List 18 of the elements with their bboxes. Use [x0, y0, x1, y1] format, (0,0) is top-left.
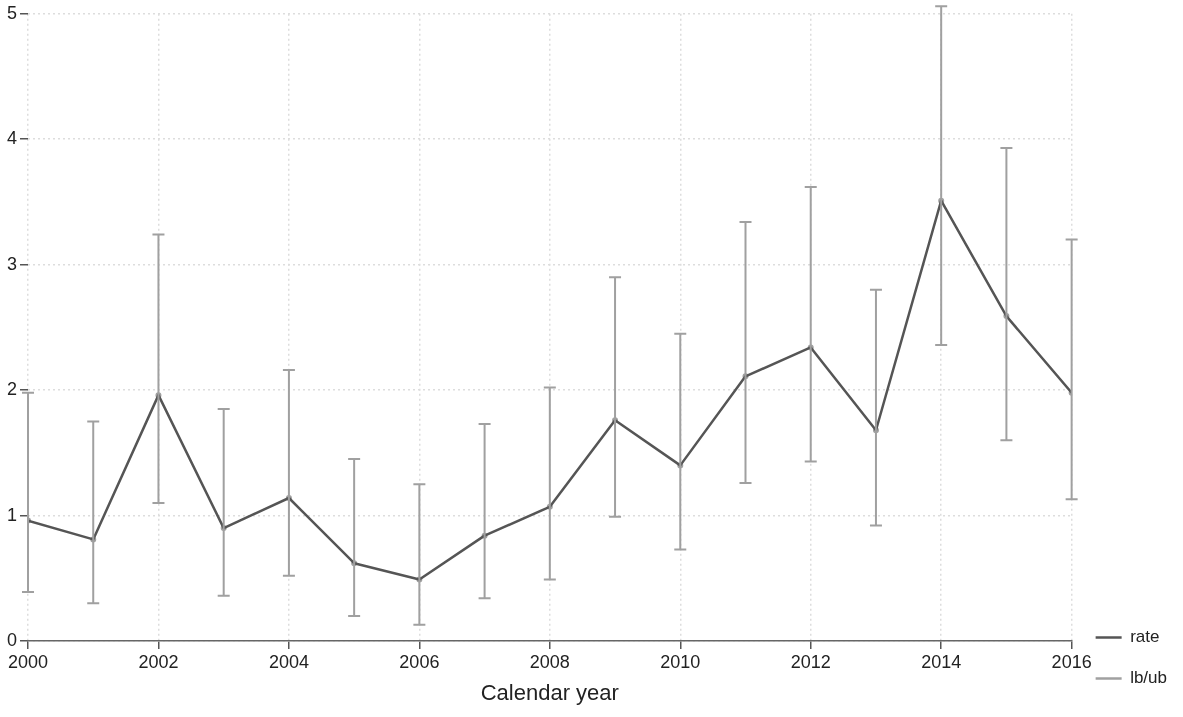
- legend-label: lb/ub: [1130, 668, 1168, 688]
- x-tick-label: 2016: [1051, 651, 1092, 672]
- x-tick-label: 2006: [399, 651, 440, 672]
- y-tick-label: 4: [7, 128, 18, 149]
- y-tick-label: 3: [7, 253, 18, 274]
- x-tick-label: 2000: [7, 651, 49, 672]
- y-tick-label: 2: [7, 379, 18, 400]
- x-tick-label: 2004: [268, 651, 309, 672]
- x-tick-label: 2014: [921, 651, 962, 672]
- y-tick-label: 0: [7, 629, 18, 650]
- legend-label: rate: [1130, 627, 1160, 647]
- x-axis-title: Calendar year: [480, 679, 619, 705]
- y-tick-label: 5: [7, 2, 18, 23]
- x-tick-label: 2008: [529, 651, 570, 672]
- y-tick-label: 1: [7, 504, 18, 525]
- x-tick-label: 2010: [660, 651, 701, 672]
- x-tick-label: 2002: [138, 651, 179, 672]
- x-tick-label: 2012: [790, 651, 831, 672]
